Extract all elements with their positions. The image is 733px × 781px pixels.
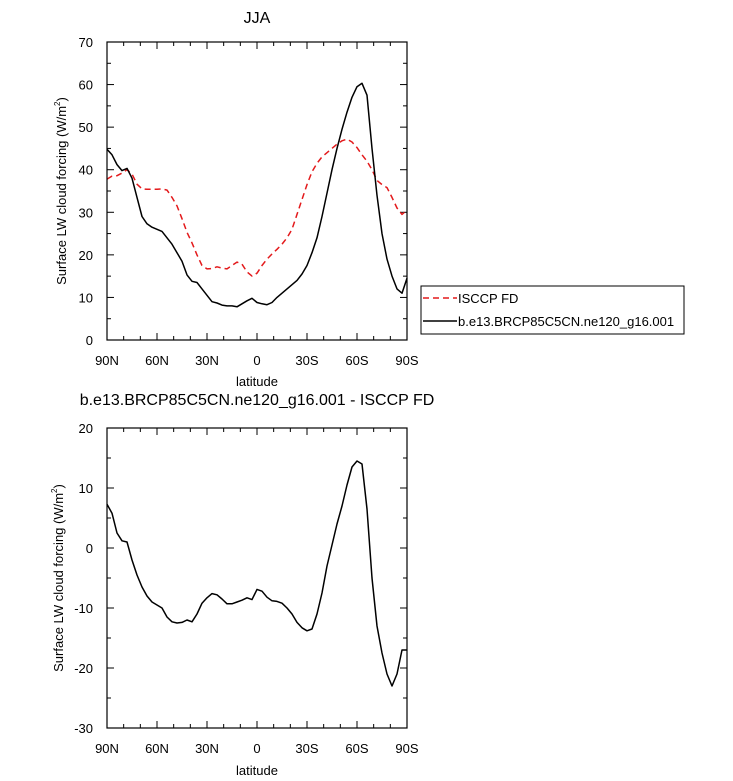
- chart-bottom-plot-area: 90N 60N 30N 0 30S 60S 90S -30 -20 -10 0 10 20: [74, 421, 419, 756]
- chart-top-x-tick-label: 90S: [395, 353, 418, 368]
- chart-bottom-y-tick-label: 0: [86, 541, 93, 556]
- chart-bottom: b.e13.BRCP85C5CN.ne120_g16.001 - ISCCP F…: [50, 392, 434, 778]
- chart-top-series-line-1: [106, 138, 408, 277]
- chart-top-y-tick-label: 0: [86, 333, 93, 348]
- chart-top-y-tick-label: 60: [79, 78, 93, 93]
- chart-top-title: JJA: [244, 10, 271, 27]
- legend-box: [420, 285, 685, 335]
- chart-top-x-tick-label: 60N: [145, 353, 169, 368]
- chart-bottom-y-tick-label: -30: [74, 721, 93, 736]
- chart-bottom-frame: [106, 427, 408, 729]
- legend-isccp-label: ISCCP FD: [458, 291, 518, 306]
- chart-top-x-tick-label: 30N: [195, 353, 219, 368]
- chart-top: JJA 90N 60N 30N 0 30S 60S 90S 0 10 20 30 40 50 60 70 l…: [53, 10, 685, 389]
- chart-bottom-x-tick-label: 90S: [395, 741, 418, 756]
- chart-top-series-line-2: [106, 82, 408, 308]
- chart-bottom-y-tick-label: 10: [79, 481, 93, 496]
- chart-bottom-y-axis-label: Surface LW cloud forcing (W/m2): [50, 484, 66, 672]
- chart-bottom-y-tick-label: 20: [79, 421, 93, 436]
- chart-bottom-x-tick-label: 60S: [345, 741, 368, 756]
- chart-bottom-x-tick-label: 30N: [195, 741, 219, 756]
- chart-top-y-tick-label: 30: [79, 205, 93, 220]
- chart-top-x-tick-label: 90N: [95, 353, 119, 368]
- chart-top-x-tick-label: 60S: [345, 353, 368, 368]
- chart-top-y-tick-label: 20: [79, 248, 93, 263]
- chart-top-x-tick-label: 30S: [295, 353, 318, 368]
- chart-top-legend: ISCCP FD b.e13.BRCP85C5CN.ne120_g16.001: [420, 285, 685, 335]
- chart-top-x-axis-label: latitude: [236, 374, 278, 389]
- legend-model-label: b.e13.BRCP85C5CN.ne120_g16.001: [458, 314, 674, 329]
- chart-top-y-tick-label: 50: [79, 120, 93, 135]
- chart-bottom-series-line-1: [106, 460, 407, 687]
- chart-bottom-x-tick-label: 0: [253, 741, 260, 756]
- chart-bottom-y-tick-label: -10: [74, 601, 93, 616]
- chart-top-y-tick-label: 70: [79, 35, 93, 50]
- chart-bottom-title: b.e13.BRCP85C5CN.ne120_g16.001 - ISCCP F…: [80, 392, 435, 409]
- chart-top-y-tick-label: 40: [79, 163, 93, 178]
- chart-bottom-y-tick-label: -20: [74, 661, 93, 676]
- chart-top-y-tick-label: 10: [79, 290, 93, 305]
- chart-top-frame: [106, 41, 408, 341]
- chart-bottom-x-tick-label: 90N: [95, 741, 119, 756]
- chart-bottom-x-tick-label: 30S: [295, 741, 318, 756]
- chart-top-x-tick-label: 0: [253, 353, 260, 368]
- chart-bottom-x-axis-label: latitude: [236, 763, 278, 778]
- chart-top-y-axis-label: Surface LW cloud forcing (W/m2): [53, 97, 69, 285]
- chart-bottom-x-tick-label: 60N: [145, 741, 169, 756]
- chart-top-plot-area: 90N 60N 30N 0 30S 60S 90S 0 10 20 30 40 50 60 70: [79, 35, 419, 368]
